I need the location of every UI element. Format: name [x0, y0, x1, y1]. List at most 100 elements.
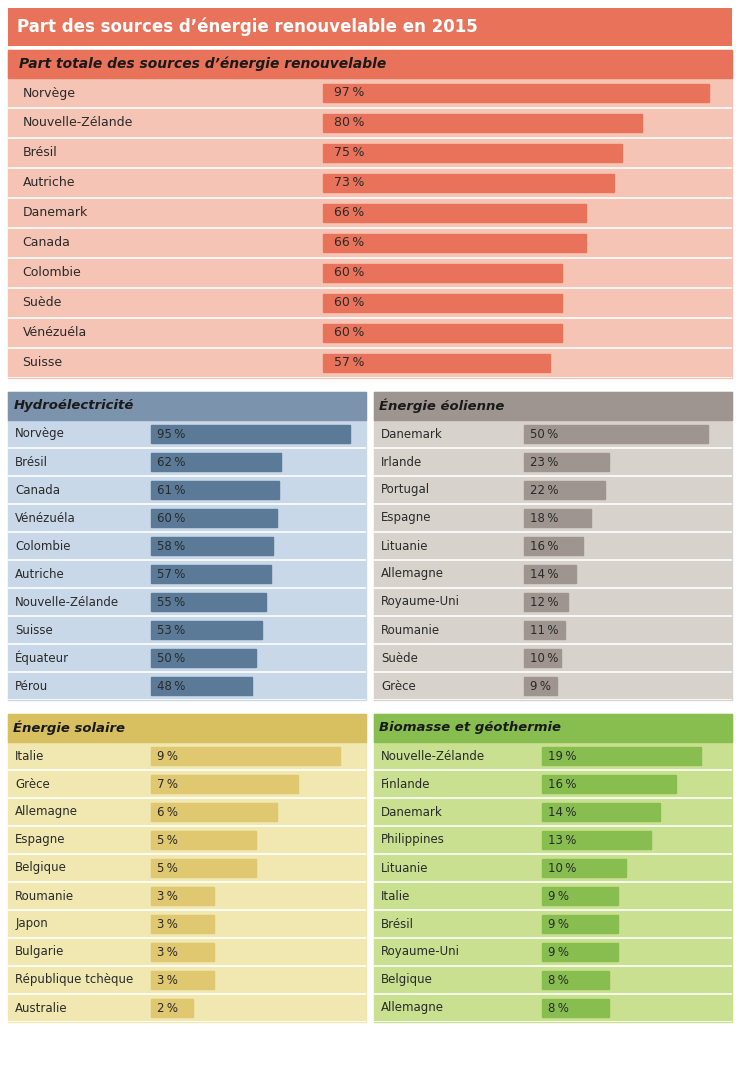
Bar [525, 650, 561, 667]
Text: 66 %: 66 % [334, 236, 364, 249]
Text: Grèce: Grèce [381, 680, 416, 692]
Bar [151, 747, 340, 765]
Text: 60 %: 60 % [334, 267, 364, 280]
Bar [151, 621, 262, 639]
Text: 8 %: 8 % [548, 974, 568, 987]
Bar [151, 566, 271, 583]
Text: 18 %: 18 % [530, 511, 558, 524]
Bar [323, 114, 642, 133]
Text: 9 %: 9 % [548, 917, 568, 930]
Bar [8, 714, 366, 742]
Text: 14 %: 14 % [530, 568, 558, 581]
Text: 60 %: 60 % [334, 297, 364, 309]
Bar [151, 481, 279, 498]
Text: 22 %: 22 % [530, 483, 558, 496]
Bar [151, 860, 256, 877]
Bar [323, 144, 622, 162]
Bar [525, 621, 565, 639]
Text: Brésil: Brésil [15, 456, 48, 469]
Text: Danemark: Danemark [22, 207, 88, 220]
Bar [151, 888, 214, 905]
Text: Part des sources d’énergie renouvelable en 2015: Part des sources d’énergie renouvelable … [17, 17, 477, 36]
Text: Norvège: Norvège [22, 87, 75, 99]
Text: Biomasse et géothermie: Biomasse et géothermie [380, 721, 562, 734]
Text: 97 %: 97 % [334, 87, 364, 99]
Bar [374, 392, 732, 420]
Text: Espagne: Espagne [381, 511, 431, 524]
Bar [542, 747, 702, 765]
Text: Royaume-Uni: Royaume-Uni [381, 945, 460, 959]
Bar [151, 776, 297, 793]
Text: Italie: Italie [381, 890, 411, 903]
Bar [525, 425, 708, 443]
Text: 60 %: 60 % [334, 326, 364, 339]
Bar [374, 714, 732, 742]
Bar [542, 888, 618, 905]
Bar [151, 943, 214, 961]
Bar [542, 943, 618, 961]
Text: 57 %: 57 % [157, 568, 185, 581]
Text: Belgique: Belgique [15, 862, 67, 875]
Text: République tchèque: République tchèque [15, 974, 133, 987]
Bar [151, 831, 256, 849]
Text: Brésil: Brésil [381, 917, 414, 930]
Bar [542, 972, 609, 989]
Text: 12 %: 12 % [530, 595, 558, 608]
Bar [542, 803, 659, 820]
Text: Vénézuéla: Vénézuéla [22, 326, 87, 339]
Text: 61 %: 61 % [157, 483, 185, 496]
Text: 60 %: 60 % [157, 511, 185, 524]
Bar [8, 50, 732, 78]
Text: 50 %: 50 % [530, 428, 558, 441]
Text: Allemagne: Allemagne [381, 568, 444, 581]
Text: Portugal: Portugal [381, 483, 430, 496]
Text: Colombie: Colombie [15, 540, 70, 553]
Bar [542, 999, 609, 1016]
Text: 9 %: 9 % [157, 750, 178, 763]
Bar [151, 678, 252, 694]
Text: 48 %: 48 % [157, 680, 185, 692]
Bar [323, 234, 586, 252]
Bar [542, 831, 651, 849]
Text: 9 %: 9 % [530, 680, 551, 692]
Text: 75 %: 75 % [334, 147, 364, 160]
Bar [323, 174, 613, 193]
Bar [151, 999, 193, 1016]
Text: Danemark: Danemark [381, 805, 443, 818]
Bar [323, 354, 550, 372]
Bar [323, 263, 562, 282]
Text: Nouvelle-Zélande: Nouvelle-Zélande [22, 116, 133, 129]
Text: Part totale des sources d’énergie renouvelable: Part totale des sources d’énergie renouv… [18, 57, 386, 71]
Text: 3 %: 3 % [157, 917, 178, 930]
Text: 66 %: 66 % [334, 207, 364, 220]
Text: Italie: Italie [15, 750, 44, 763]
Text: 8 %: 8 % [548, 1001, 568, 1014]
Text: Suisse: Suisse [22, 357, 63, 370]
Text: 13 %: 13 % [548, 833, 576, 846]
Text: Vénézuéla: Vénézuéla [15, 511, 76, 524]
Bar [525, 566, 576, 583]
Text: 10 %: 10 % [530, 652, 558, 665]
Bar [323, 203, 586, 222]
Text: Finlande: Finlande [381, 778, 431, 791]
Text: 58 %: 58 % [157, 540, 185, 553]
Bar [151, 972, 214, 989]
Text: Suède: Suède [22, 297, 62, 309]
Bar [151, 425, 350, 443]
Text: 55 %: 55 % [157, 595, 185, 608]
Bar [525, 454, 609, 471]
Bar [542, 860, 626, 877]
Text: 10 %: 10 % [548, 862, 576, 875]
Text: Colombie: Colombie [22, 267, 81, 280]
Text: 9 %: 9 % [548, 890, 568, 903]
Bar [525, 593, 568, 610]
Bar [151, 593, 266, 610]
Bar [151, 803, 277, 820]
Text: 80 %: 80 % [334, 116, 364, 129]
Bar [525, 537, 583, 555]
Text: Grèce: Grèce [15, 778, 50, 791]
Text: 16 %: 16 % [548, 778, 576, 791]
Text: 19 %: 19 % [548, 750, 576, 763]
Bar [542, 776, 676, 793]
Text: Énergie solaire: Énergie solaire [13, 720, 125, 735]
